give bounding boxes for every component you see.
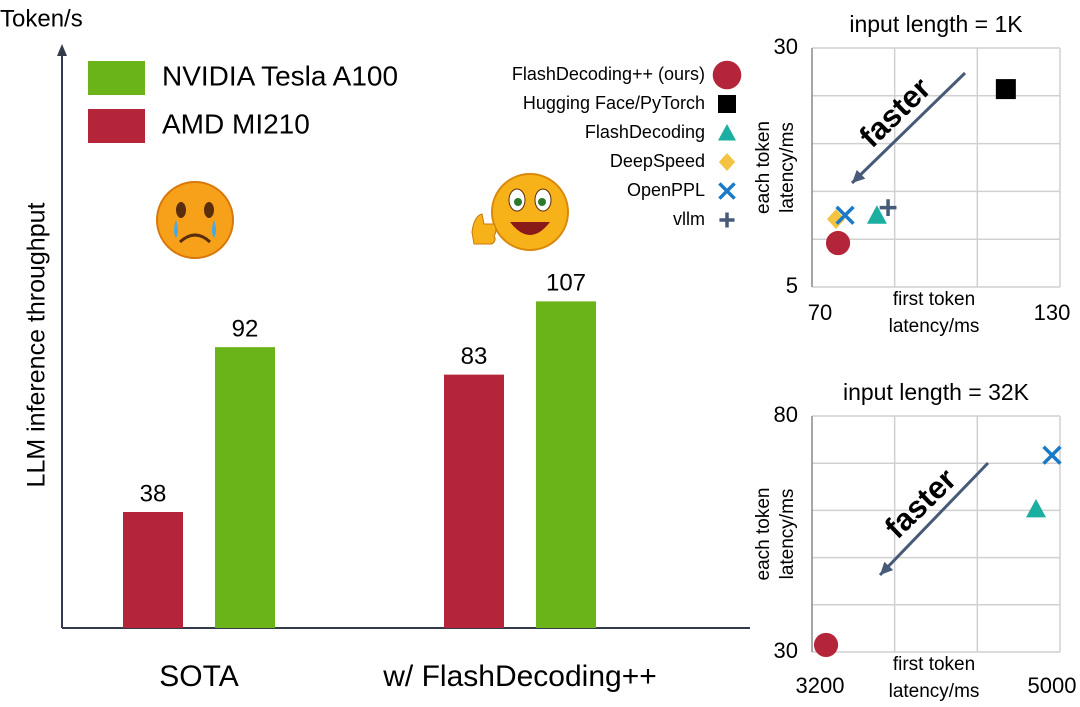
- marker-x: [835, 205, 855, 225]
- marker-triangle: [866, 205, 887, 224]
- x-tick-label: SOTA: [159, 660, 238, 693]
- marker-square: [718, 95, 736, 113]
- annotation-arrowhead: [852, 169, 866, 183]
- legend-label: FlashDecoding: [585, 122, 705, 142]
- marker-x: [1042, 445, 1062, 465]
- marker-triangle: [718, 124, 736, 141]
- y-axis-label: each token: [753, 121, 774, 214]
- x-tick-label: 5000: [1028, 673, 1077, 698]
- annotation-arrow: [878, 461, 990, 577]
- bar: [444, 374, 504, 628]
- x-axis-label: first token: [893, 289, 975, 310]
- marker-square: [995, 79, 1016, 100]
- legend-label: AMD MI210: [162, 108, 310, 139]
- x-axis-label: latency/ms: [889, 681, 980, 702]
- bar: [215, 347, 275, 628]
- value-label: 92: [232, 316, 259, 343]
- y-tick-label: 5: [786, 273, 798, 298]
- y-tick-label: 80: [774, 402, 798, 427]
- bar: [536, 301, 596, 628]
- y-axis-arrow: [57, 44, 67, 56]
- bar: [123, 512, 183, 628]
- marker-x: [718, 182, 736, 200]
- y-axis-label: latency/ms: [777, 489, 798, 580]
- sad-emoji: [156, 181, 234, 259]
- value-label: 83: [461, 343, 488, 370]
- legend-label: vllm: [673, 209, 705, 229]
- x-axis-label: latency/ms: [889, 316, 980, 337]
- marker-diamond: [826, 209, 845, 230]
- y-axis-label: LLM inference throughput: [23, 202, 51, 487]
- annotation-arrow: [850, 71, 967, 185]
- value-label: 38: [140, 480, 167, 507]
- unit-label: Token/s: [0, 5, 83, 32]
- marker-circle: [825, 230, 851, 256]
- legend-label: FlashDecoding++ (ours): [512, 64, 705, 84]
- marker-circle: [813, 632, 839, 658]
- x-tick-label: 70: [808, 300, 832, 325]
- y-tick-label: 30: [774, 638, 798, 663]
- legend-swatch: [88, 109, 145, 143]
- x-axis-label: first token: [893, 654, 975, 675]
- chart-title: input length = 1K: [849, 11, 1023, 37]
- y-axis-label: latency/ms: [777, 122, 798, 213]
- marker-plus: [879, 199, 897, 217]
- x-tick-label: 3200: [796, 673, 845, 698]
- marker-diamond: [718, 153, 736, 171]
- marker-plus: [719, 212, 735, 228]
- happy-emoji: [471, 173, 569, 251]
- value-label: 107: [546, 270, 586, 297]
- legend-swatch: [88, 61, 145, 95]
- legend-label: OpenPPL: [627, 180, 705, 200]
- annotation-arrowhead: [880, 561, 894, 575]
- y-tick-label: 30: [774, 34, 798, 59]
- x-tick-label: 130: [1034, 300, 1071, 325]
- chart-title: input length = 32K: [843, 379, 1030, 405]
- x-tick-label: w/ FlashDecoding++: [382, 660, 657, 693]
- legend-label: DeepSpeed: [610, 151, 705, 171]
- legend-label: Hugging Face/PyTorch: [523, 93, 705, 113]
- marker-circle: [712, 60, 742, 90]
- y-axis-label: each token: [753, 488, 774, 581]
- legend-label: NVIDIA Tesla A100: [162, 60, 398, 91]
- marker-triangle: [1026, 498, 1047, 518]
